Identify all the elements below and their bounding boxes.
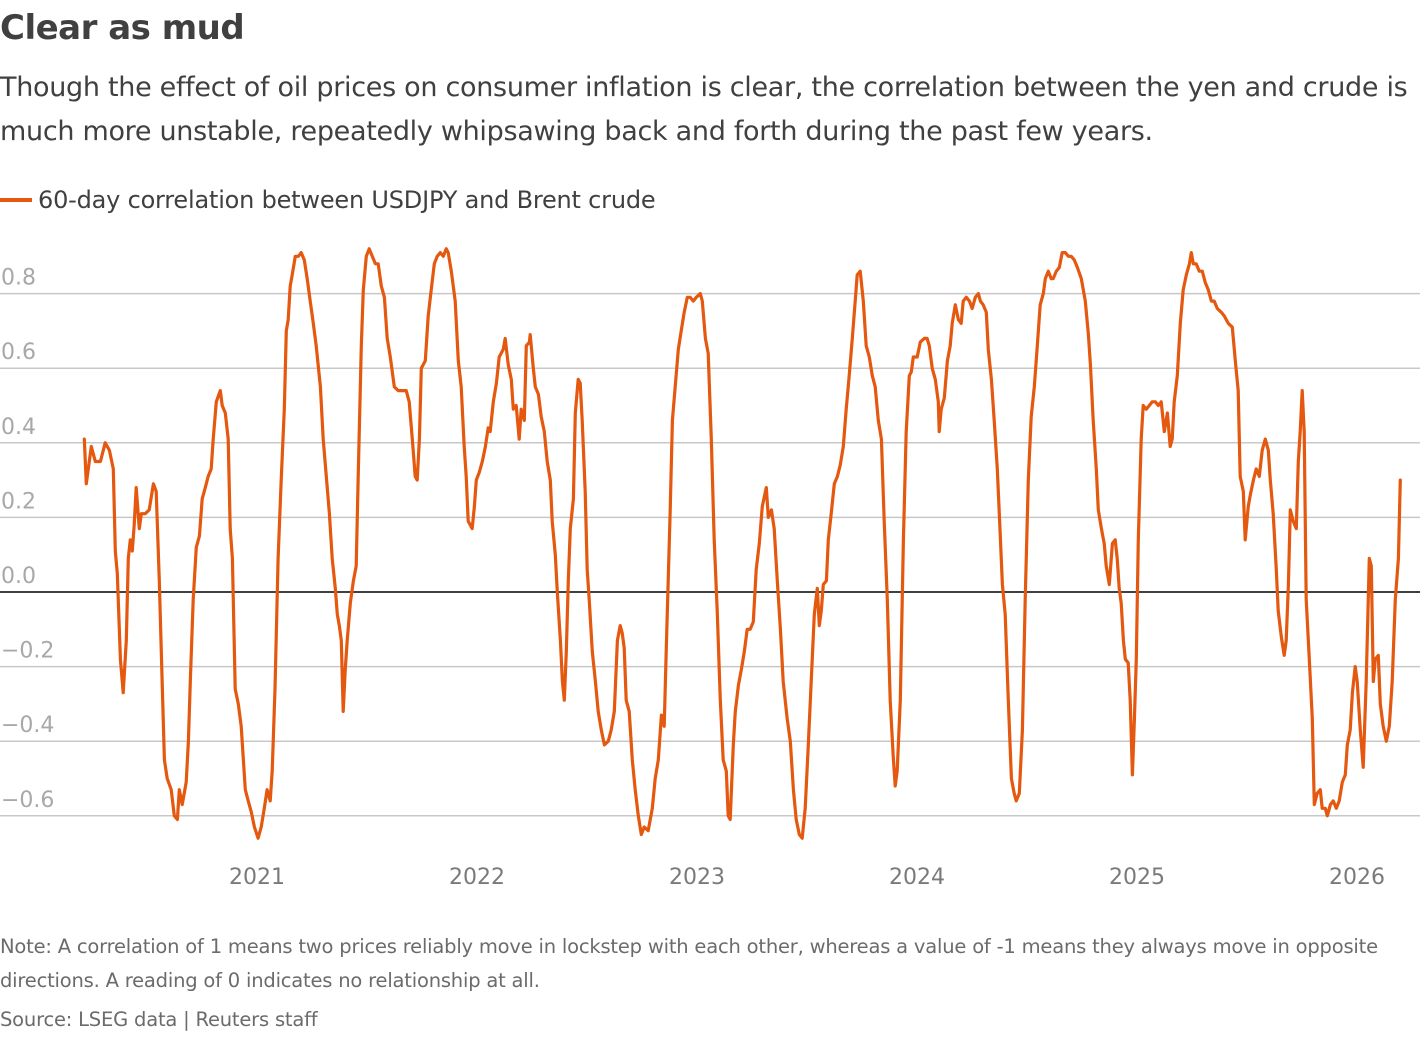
x-tick-label: 2022 <box>449 865 505 890</box>
y-tick-label: 0.4 <box>1 415 36 440</box>
legend-swatch <box>0 198 32 202</box>
y-tick-label: 0.2 <box>1 489 36 514</box>
chart-title: Clear as mud <box>0 8 245 48</box>
line-chart: 0.8 0.6 0.4 0.2 0.0 −0.2 −0.4 −0.6 2021 2022 2023… <box>0 247 1420 890</box>
y-tick-label: −0.2 <box>1 639 54 664</box>
series-line <box>82 247 1402 840</box>
series-layer <box>82 247 1402 840</box>
footnote: Note: A correlation of 1 means two price… <box>0 935 1378 992</box>
x-tick-label: 2025 <box>1109 865 1165 890</box>
chart-subtitle: Though the effect of oil prices on consu… <box>0 72 1408 147</box>
y-axis-ticks: 0.8 0.6 0.4 0.2 0.0 −0.2 −0.4 −0.6 <box>1 266 54 813</box>
y-tick-label: −0.6 <box>1 788 54 813</box>
source-credit: Source: LSEG data | Reuters staff <box>0 1008 318 1031</box>
x-tick-label: 2026 <box>1329 865 1385 890</box>
x-tick-label: 2023 <box>669 865 725 890</box>
y-tick-label: −0.4 <box>1 713 54 738</box>
legend: 60-day correlation between USDJPY and Br… <box>0 186 656 214</box>
x-tick-label: 2021 <box>229 865 285 890</box>
x-axis-ticks: 2021 2022 2023 2024 2025 2026 <box>229 865 1385 890</box>
y-tick-label: 0.0 <box>1 564 36 589</box>
legend-label: 60-day correlation between USDJPY and Br… <box>38 186 656 214</box>
x-tick-label: 2024 <box>889 865 945 890</box>
y-tick-label: 0.6 <box>1 340 36 365</box>
y-tick-label: 0.8 <box>1 266 36 291</box>
